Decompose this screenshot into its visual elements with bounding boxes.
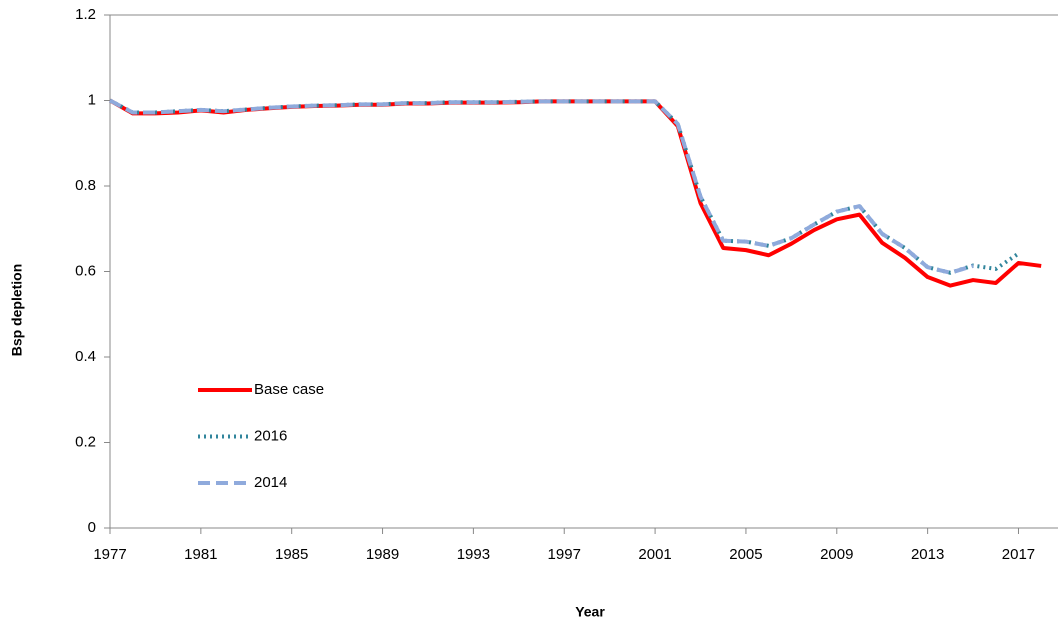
- x-tick-label: 1997: [548, 546, 581, 563]
- series-line: [109, 98, 974, 275]
- y-tick-label: 0.8: [75, 177, 96, 194]
- x-tick-label: 2013: [911, 546, 944, 563]
- legend-label: 2016: [254, 427, 287, 444]
- x-tick-label: 2005: [729, 546, 762, 563]
- x-tick-label: 1985: [275, 546, 308, 563]
- x-tick-label: 1993: [457, 546, 490, 563]
- x-tick-label: 1981: [184, 546, 217, 563]
- legend-label: Base case: [254, 381, 324, 398]
- series-line: [109, 98, 1020, 275]
- y-tick-label: 1.2: [75, 6, 96, 23]
- x-tick-label: 2009: [820, 546, 853, 563]
- y-tick-label: 1: [88, 91, 96, 108]
- y-tick-label: 0.4: [75, 348, 96, 365]
- y-tick-label: 0: [88, 519, 96, 536]
- x-tick-label: 1977: [93, 546, 126, 563]
- x-axis-title: Year: [575, 604, 605, 620]
- legend-label: 2014: [254, 474, 287, 491]
- y-tick-label: 0.6: [75, 262, 96, 279]
- x-tick-label: 2017: [1002, 546, 1035, 563]
- y-axis-title: Bsp depletion: [9, 264, 25, 357]
- y-tick-label: 0.2: [75, 433, 96, 450]
- x-tick-label: 1989: [366, 546, 399, 563]
- series-line: [109, 98, 1042, 288]
- x-tick-label: 2001: [638, 546, 671, 563]
